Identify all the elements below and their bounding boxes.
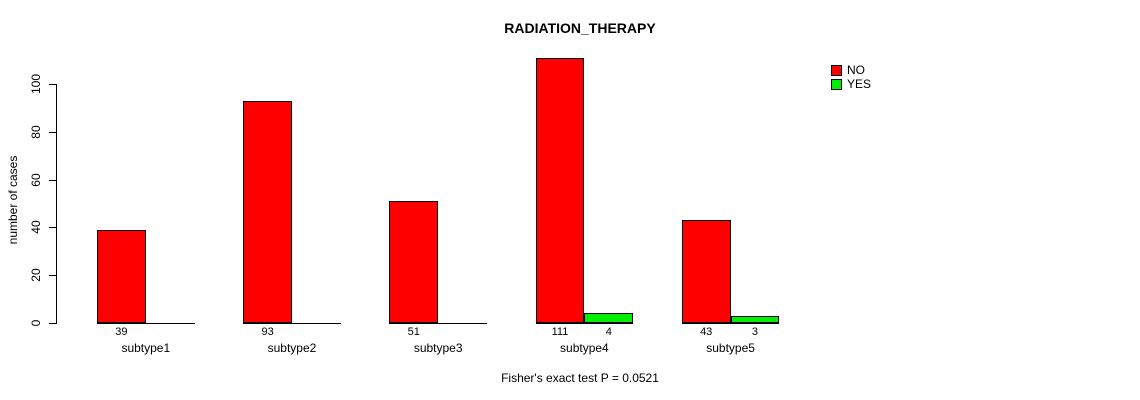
bar-no-subtype4 <box>535 58 585 323</box>
bar-value-no-subtype5: 43 <box>700 326 713 338</box>
legend-swatch-yes <box>831 78 842 90</box>
legend-item-no: NO <box>831 64 871 76</box>
bar-value-no-subtype3: 51 <box>407 326 420 338</box>
bar-value-no-subtype4: 111 <box>551 326 569 338</box>
bar-yes-subtype4 <box>584 313 634 323</box>
baseline-subtype5 <box>681 323 780 324</box>
y-tick <box>49 275 56 276</box>
y-tick <box>49 180 56 181</box>
bar-value-yes-subtype5: 3 <box>751 326 759 338</box>
bar-no-subtype3 <box>389 201 439 323</box>
x-category-label-subtype3: subtype3 <box>413 341 463 355</box>
x-category-label-subtype2: subtype2 <box>267 341 317 355</box>
baseline-subtype2 <box>243 323 341 324</box>
y-tick-label: 0 <box>29 319 43 327</box>
baseline-subtype3 <box>389 323 487 324</box>
y-tick-label: 80 <box>29 125 43 139</box>
baseline-subtype1 <box>97 323 195 324</box>
legend-label: NO <box>847 63 865 77</box>
bar-yes-subtype5 <box>730 316 780 323</box>
y-tick-label: 100 <box>29 73 43 95</box>
legend-item-yes: YES <box>831 78 871 90</box>
y-tick-label: 60 <box>29 173 43 187</box>
chart-title: RADIATION_THERAPY <box>504 20 656 36</box>
baseline-subtype4 <box>535 323 634 324</box>
bar-value-no-subtype2: 93 <box>261 326 274 338</box>
bar-value-yes-subtype4: 4 <box>605 326 612 338</box>
x-category-label-subtype1: subtype1 <box>121 341 171 355</box>
y-tick <box>49 84 56 85</box>
bar-value-no-subtype1: 39 <box>115 326 128 338</box>
x-category-label-subtype4: subtype4 <box>560 341 609 355</box>
bar-no-subtype5 <box>681 220 731 323</box>
y-tick <box>49 323 56 324</box>
bar-no-subtype2 <box>243 101 292 323</box>
legend-swatch-no <box>831 64 842 76</box>
legend-label: YES <box>847 77 872 91</box>
annotation-text: Fisher's exact test P = 0.0521 <box>501 371 659 385</box>
y-tick-label: 40 <box>29 220 43 234</box>
y-tick <box>49 132 56 133</box>
y-tick <box>49 227 56 228</box>
bar-no-subtype1 <box>97 230 146 323</box>
y-axis-line <box>56 84 57 324</box>
x-category-label-subtype5: subtype5 <box>706 341 755 355</box>
y-tick-label: 20 <box>29 268 43 282</box>
legend: NO YES <box>831 64 871 90</box>
